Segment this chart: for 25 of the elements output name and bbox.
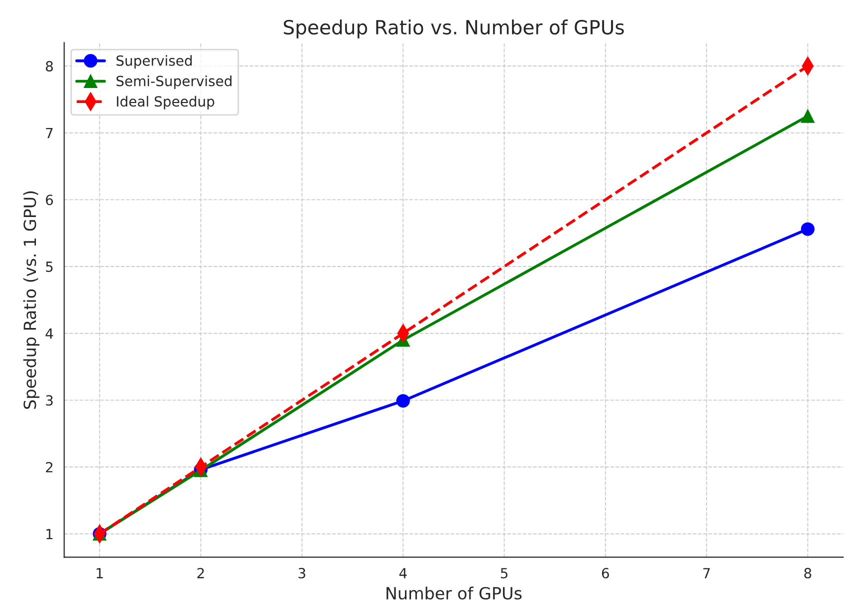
point	[800, 222, 815, 236]
y-tick-label: 7	[46, 128, 53, 138]
legend-label: Supervised	[116, 55, 192, 69]
y-tick-label: 3	[46, 395, 53, 406]
y-tick-label: 2	[46, 462, 52, 472]
point	[396, 394, 410, 408]
y-tick-label: 4	[46, 328, 54, 339]
point	[800, 109, 815, 123]
x-tick-label: 2	[197, 568, 204, 578]
x-tick-label: 3	[298, 568, 306, 578]
x-tick-label: 8	[804, 568, 812, 578]
chart-title: Speedup Ratio vs. Number of GPUs	[284, 20, 624, 38]
legend-label: Semi-Supervised	[116, 76, 232, 89]
y-tick-label: 6	[46, 194, 53, 206]
x-tick-label: 5	[500, 568, 508, 578]
x-tick-label: 4	[399, 568, 407, 578]
x-axis-title: Number of GPUs	[386, 586, 522, 600]
x-tick-label: 6	[602, 568, 609, 578]
y-tick-label: 8	[46, 60, 53, 72]
legend-label: Ideal Speedup	[116, 96, 214, 110]
y-tick-label: 5	[46, 262, 53, 272]
y-axis-title: Speedup Ratio (vs. 1 GPU)	[23, 191, 40, 409]
x-tick-label: 1	[96, 568, 103, 578]
y-tick-label: 1	[46, 528, 52, 540]
x-tick-label: 7	[703, 568, 710, 578]
